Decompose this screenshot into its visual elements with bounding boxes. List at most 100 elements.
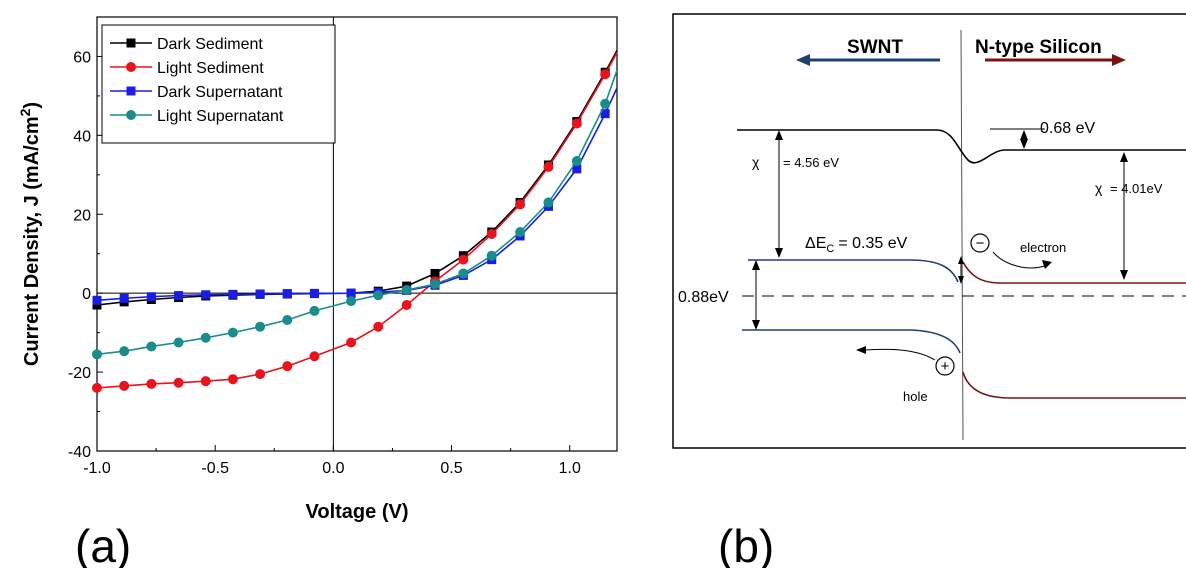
data-point <box>119 346 130 357</box>
silicon-conduction-band <box>962 261 1186 284</box>
data-point <box>600 109 610 119</box>
legend-entry-light-sediment: Light Sediment <box>110 60 264 77</box>
data-point <box>309 351 320 362</box>
chi-right-label: = 4.01eV <box>1110 181 1163 196</box>
data-point <box>571 118 582 129</box>
y-tick-label: 60 <box>73 49 91 66</box>
hole-plus-icon <box>935 356 955 376</box>
data-point <box>200 332 211 343</box>
data-point <box>486 250 497 261</box>
data-point <box>401 300 412 311</box>
electron-flow-arrow <box>992 251 1048 269</box>
legend-box <box>101 24 336 144</box>
x-tick-label: 1.0 <box>559 460 581 477</box>
legend-entry-dark-sediment: Dark Sediment <box>110 36 263 53</box>
delta-ec-symbol: ΔE <box>805 235 826 252</box>
data-point <box>282 289 292 299</box>
data-point <box>201 290 211 300</box>
x-tick-label: -0.5 <box>201 460 229 477</box>
panel-b-label: (b) <box>718 520 774 568</box>
plot-frame <box>96 16 618 452</box>
vacuum-offset-arrow-up <box>1020 130 1028 140</box>
vacuum-level-line <box>737 129 1186 164</box>
data-point <box>309 288 319 298</box>
data-point <box>174 291 184 301</box>
legend-label: Light Sediment <box>157 60 264 77</box>
x-tick-label: 0.0 <box>322 460 344 477</box>
data-point <box>146 341 157 352</box>
y-axis-label-main: Current Density, J (mA/cm <box>21 116 43 366</box>
hole-label: hole <box>903 389 928 404</box>
data-point <box>572 164 582 174</box>
delta-ec-label: ΔEC = 0.35 eV <box>805 235 908 255</box>
hole-flow-arrow <box>864 348 936 361</box>
delta-ec-arrow-down <box>958 276 964 284</box>
chart-legend: Dark Sediment Light Sediment Dark Supernat… <box>101 24 336 144</box>
x-axis-label: Voltage (V) <box>306 501 409 523</box>
data-point <box>543 197 554 208</box>
data-point <box>173 337 184 348</box>
data-point <box>600 69 611 80</box>
data-point <box>486 229 497 239</box>
data-point <box>126 86 136 96</box>
data-point <box>126 110 136 120</box>
y-tick-label: -40 <box>68 444 91 461</box>
data-point <box>430 268 440 278</box>
data-point <box>346 337 357 348</box>
electron-flow-arrowhead <box>1042 260 1052 269</box>
electron-minus-sign: − <box>976 235 985 252</box>
chi-right-arrow-down <box>1120 270 1128 280</box>
electron-label: electron <box>1020 240 1066 255</box>
swnt-arrowhead <box>796 54 810 66</box>
data-point <box>373 321 384 332</box>
hole-plus-sign: + <box>941 358 950 375</box>
y-axis-label: Current Density, J (mA/cm2) <box>17 102 43 366</box>
data-point <box>255 321 266 332</box>
junction-interface-line <box>960 29 964 441</box>
series-layer <box>92 50 618 393</box>
data-point <box>146 292 156 302</box>
data-point <box>92 382 102 393</box>
data-point <box>373 290 384 301</box>
swnt-title: SWNT <box>847 37 903 58</box>
data-point <box>600 98 611 109</box>
data-point <box>255 289 265 299</box>
panel-a-jv-chart: -1.0 -0.5 0.0 0.5 1.0 -40 -20 0 20 40 60 Dark Sedi… <box>17 16 618 568</box>
hole-flow-arrowhead <box>856 346 866 354</box>
data-point <box>126 62 136 72</box>
y-tick-label: 0 <box>82 286 91 303</box>
swnt-conduction-band <box>748 259 959 283</box>
data-point <box>173 377 184 388</box>
data-point <box>458 254 469 265</box>
x-tick-label: -1.0 <box>83 460 111 477</box>
swnt-valence-band <box>742 329 961 354</box>
data-point <box>119 293 129 303</box>
axis-ticks: -1.0 -0.5 0.0 0.5 1.0 -40 -20 0 20 40 60 <box>68 49 581 477</box>
panel-b-band-diagram: SWNT N-type Silicon χ = 4.56 eV 0.68 eV … <box>672 13 1186 568</box>
electron-minus-icon <box>970 233 990 253</box>
data-point <box>571 156 582 167</box>
chi-left-arrow-down <box>775 248 783 258</box>
data-point <box>282 361 293 372</box>
y-axis-label-superscript: 2 <box>17 108 33 116</box>
series-light-supernatant <box>92 70 618 360</box>
y-tick-label: -20 <box>68 365 91 382</box>
data-point <box>543 161 554 172</box>
data-point <box>228 289 238 299</box>
data-point <box>430 279 440 290</box>
legend-entry-light-supernatant: Light Supernatant <box>110 108 284 125</box>
delta-ec-subscript: C <box>826 243 834 255</box>
diagram-frame <box>672 13 1186 449</box>
gap-arrow-down <box>752 320 760 330</box>
data-point <box>346 288 356 298</box>
data-point <box>458 268 469 279</box>
vacuum-offset-arrow-down <box>1020 139 1028 149</box>
data-point <box>515 199 526 210</box>
chi-left-arrow-up <box>775 130 783 140</box>
data-point <box>119 380 130 391</box>
data-point <box>126 38 136 48</box>
chi-left-label: = 4.56 eV <box>783 155 839 170</box>
data-point <box>92 349 102 360</box>
data-point <box>200 376 211 387</box>
